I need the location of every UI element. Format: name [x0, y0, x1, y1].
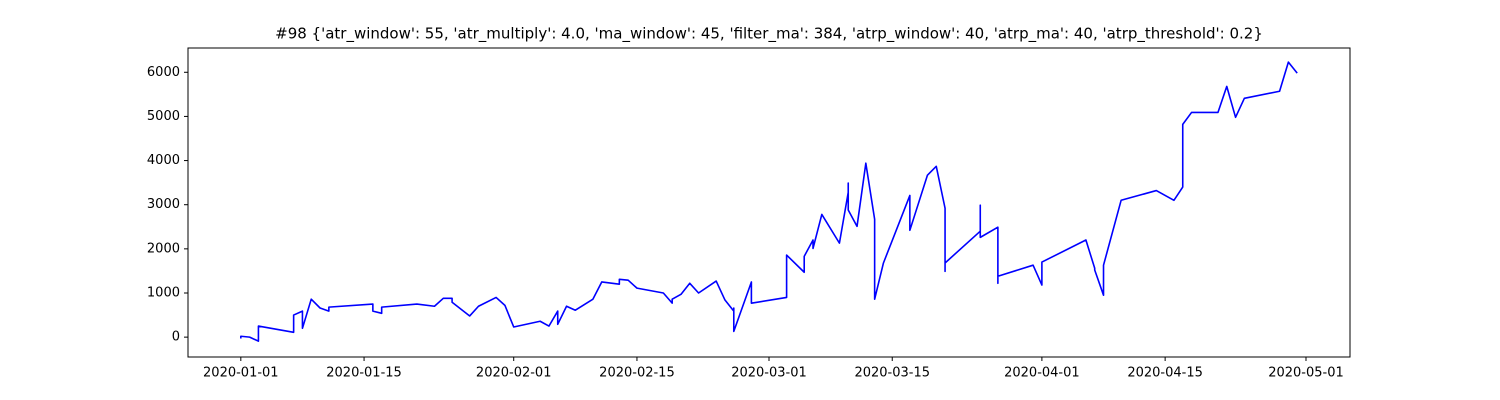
x-tick-label: 2020-01-15 — [326, 366, 402, 381]
line-series — [240, 61, 1298, 342]
chart-title: #98 {'atr_window': 55, 'atr_multiply': 4… — [275, 25, 1263, 44]
x-tick-label: 2020-05-01 — [1268, 366, 1344, 381]
plot-frame — [187, 47, 1351, 358]
x-tick-label: 2020-03-15 — [854, 366, 930, 381]
x-tick-label: 2020-04-15 — [1127, 366, 1203, 381]
x-tick-label: 2020-03-01 — [731, 366, 807, 381]
x-tick-label: 2020-01-01 — [203, 366, 279, 381]
y-tick-label: 0 — [172, 330, 180, 345]
y-tick-label: 6000 — [147, 65, 180, 80]
x-tick-label: 2020-04-01 — [1004, 366, 1080, 381]
y-tick-label: 5000 — [147, 109, 180, 124]
y-tick-label: 3000 — [147, 197, 180, 212]
y-tick-label: 4000 — [147, 153, 180, 168]
y-tick-label: 2000 — [147, 241, 180, 256]
x-tick-label: 2020-02-01 — [476, 366, 552, 381]
y-tick-label: 1000 — [147, 285, 180, 300]
x-tick-label: 2020-02-15 — [599, 366, 675, 381]
